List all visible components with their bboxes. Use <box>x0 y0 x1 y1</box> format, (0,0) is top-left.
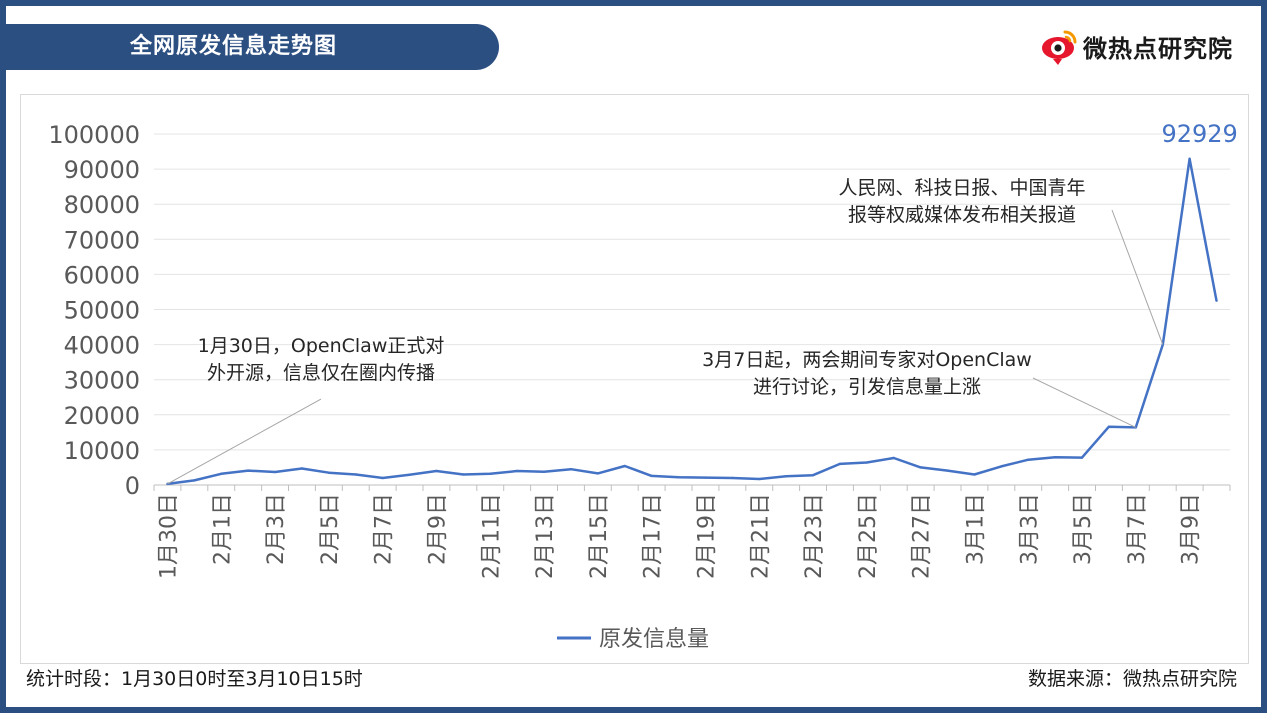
data-point <box>784 475 788 478</box>
series-line-原发信息量 <box>167 157 1218 486</box>
data-point <box>273 470 277 474</box>
data-point <box>462 473 465 476</box>
data-point <box>489 472 492 475</box>
data-point <box>246 469 250 472</box>
x-tick-label: 2月7日 <box>372 493 397 565</box>
data-point <box>973 473 976 476</box>
annotation-text: 人民网、科技日报、中国青年 <box>838 177 1085 199</box>
y-tick-label: 80000 <box>64 191 140 219</box>
data-point <box>1000 465 1003 468</box>
data-point <box>1188 157 1191 161</box>
page-title: 全网原发信息走势图 <box>130 34 338 59</box>
line-chart: 0 10000 20000 30000 40000 50000 60000 70000 8000… <box>48 120 1237 652</box>
x-tick-label: 2月25日 <box>856 493 881 579</box>
data-point <box>1053 456 1057 459</box>
x-tick-label: 2月1日 <box>210 493 235 565</box>
x-tick-label: 2月27日 <box>910 493 935 579</box>
x-tick-label: 2月11日 <box>479 493 504 579</box>
data-point <box>569 468 573 471</box>
y-tick-label: 70000 <box>64 226 140 254</box>
data-point <box>596 472 600 475</box>
x-tick-label: 1月30日 <box>156 493 181 579</box>
y-tick-label: 20000 <box>64 402 140 430</box>
data-source: 数据来源：微热点研究院 <box>1027 668 1237 690</box>
data-point <box>193 479 196 482</box>
data-point <box>1027 458 1030 461</box>
data-point <box>811 473 815 477</box>
peak-data-label: 92929 <box>1161 120 1237 148</box>
data-point <box>1107 425 1111 428</box>
data-point <box>408 473 411 477</box>
y-tick-label: 0 <box>125 472 140 500</box>
data-point <box>650 474 653 478</box>
x-tick-label: 3月3日 <box>1017 493 1042 565</box>
x-tick-label: 2月15日 <box>587 493 612 579</box>
data-point <box>1080 456 1084 459</box>
data-point <box>623 464 626 468</box>
data-point <box>731 476 734 480</box>
brand-name: 微热点研究院 <box>1083 34 1233 63</box>
x-tick-label: 2月17日 <box>641 493 666 579</box>
data-point <box>677 476 680 479</box>
title-banner: 全网原发信息走势图 <box>6 24 499 70</box>
data-point <box>327 471 331 474</box>
chart-container: 0 10000 20000 30000 40000 50000 60000 70000 8000… <box>20 94 1249 664</box>
annotation-leader-line <box>1111 209 1164 345</box>
brand-logo: 微热点研究院 <box>1039 26 1233 66</box>
data-point <box>865 461 869 464</box>
y-tick-label: 40000 <box>64 332 140 360</box>
x-tick-label: 2月5日 <box>318 493 343 565</box>
x-tick-label: 2月23日 <box>802 493 827 579</box>
legend-label: 原发信息量 <box>599 627 709 652</box>
annotation-text: 3月7日起，两会期间专家对OpenClaw <box>702 349 1032 371</box>
x-tick-label: 3月7日 <box>1125 493 1150 565</box>
data-point <box>946 469 949 472</box>
y-tick-label: 60000 <box>64 261 140 289</box>
data-point <box>220 472 223 475</box>
data-point <box>758 477 761 481</box>
annotation-leader-line <box>1032 377 1137 428</box>
y-tick-label: 30000 <box>64 367 140 395</box>
annotation-text: 外开源，信息仅在圈内传播 <box>207 362 435 384</box>
annotation-leader-line <box>167 398 322 485</box>
data-point <box>381 476 384 480</box>
statistics-period: 统计时段：1月30日0时至3月10日15时 <box>26 668 363 690</box>
y-tick-label: 10000 <box>64 437 140 465</box>
annotation-text: 进行讨论，引发信息量上涨 <box>753 376 981 398</box>
x-tick-label: 3月9日 <box>1179 493 1204 565</box>
data-point <box>542 470 546 473</box>
data-point <box>300 467 304 470</box>
data-point <box>515 469 519 473</box>
weibo-eye-logo-icon <box>1042 30 1077 65</box>
y-tick-label: 90000 <box>64 156 140 184</box>
annotation-text: 1月30日，OpenClaw正式对 <box>198 335 445 357</box>
y-tick-label: 50000 <box>64 297 140 325</box>
data-point <box>354 473 357 476</box>
x-tick-label: 2月19日 <box>694 493 719 579</box>
x-tick-label: 3月1日 <box>963 493 988 565</box>
x-tick-label: 2月21日 <box>748 493 773 579</box>
data-point <box>435 469 438 473</box>
x-tick-label: 2月3日 <box>264 493 289 565</box>
data-point <box>704 476 707 479</box>
slide-frame: 全网原发信息走势图 微热点研究院 0 10000 20000 30000 40000 50… <box>6 6 1261 707</box>
x-tick-label: 2月13日 <box>533 493 558 579</box>
data-point <box>838 462 842 466</box>
x-tick-label: 2月9日 <box>425 493 450 565</box>
data-point <box>919 466 922 469</box>
x-tick-label: 3月5日 <box>1071 493 1096 565</box>
data-point <box>1215 299 1218 302</box>
y-tick-label: 100000 <box>48 121 140 149</box>
annotation-text: 报等权威媒体发布相关报道 <box>848 204 1076 226</box>
data-point <box>892 456 895 460</box>
